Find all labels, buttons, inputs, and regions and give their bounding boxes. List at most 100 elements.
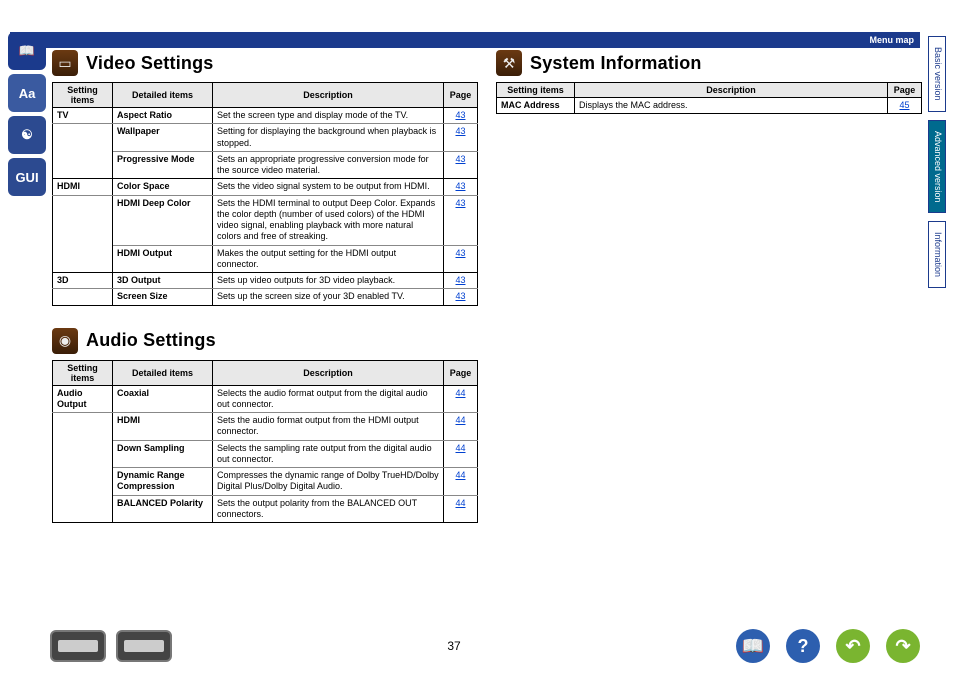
cell-page: 43 xyxy=(444,289,478,305)
cell-description: Sets the output polarity from the BALANC… xyxy=(213,495,444,523)
book-icon[interactable]: 📖 xyxy=(8,32,46,70)
page-link[interactable]: 43 xyxy=(455,181,465,191)
table-row: HDMI Deep ColorSets the HDMI terminal to… xyxy=(53,195,478,245)
device-front-icon[interactable] xyxy=(50,630,106,662)
page-link[interactable]: 43 xyxy=(455,154,465,164)
th-page: Page xyxy=(444,83,478,108)
cell-page: 43 xyxy=(444,273,478,289)
cell-description: Sets the audio format output from the HD… xyxy=(213,413,444,441)
th-setting-items: Setting items xyxy=(53,360,113,385)
cell-description: Selects the audio format output from the… xyxy=(213,385,444,413)
cell-detailed-item: Down Sampling xyxy=(113,440,213,468)
cell-description: Selects the sampling rate output from th… xyxy=(213,440,444,468)
font-size-icon[interactable]: Aa xyxy=(8,74,46,112)
tab-information[interactable]: Information xyxy=(928,221,946,288)
cell-description: Sets an appropriate progressive conversi… xyxy=(213,151,444,179)
page-link[interactable]: 44 xyxy=(455,388,465,398)
cell-page: 43 xyxy=(444,195,478,245)
video-settings-icon: ▭ xyxy=(52,50,78,76)
page-link[interactable]: 43 xyxy=(455,248,465,258)
left-sidebar: 📖 Aa ☯ GUI xyxy=(8,32,46,196)
cell-setting-item xyxy=(53,495,113,523)
page-link[interactable]: 43 xyxy=(455,126,465,136)
page-link[interactable]: 43 xyxy=(455,198,465,208)
cell-setting-item xyxy=(53,289,113,305)
cell-description: Makes the output setting for the HDMI ou… xyxy=(213,245,444,273)
audio-settings-icon: ◉ xyxy=(52,328,78,354)
th-description: Description xyxy=(213,83,444,108)
table-row: TVAspect RatioSet the screen type and di… xyxy=(53,108,478,124)
system-info-icon: ⚒ xyxy=(496,50,522,76)
page-link[interactable]: 44 xyxy=(455,443,465,453)
device-rear-icon[interactable] xyxy=(116,630,172,662)
page-link[interactable]: 43 xyxy=(455,110,465,120)
cell-detailed-item: Coaxial xyxy=(113,385,213,413)
cell-page: 43 xyxy=(444,245,478,273)
video-settings-title: Video Settings xyxy=(86,53,214,74)
table-row: MAC AddressDisplays the MAC address. 45 xyxy=(497,98,922,114)
gui-icon[interactable]: GUI xyxy=(8,158,46,196)
table-row: Dynamic Range CompressionCompresses the … xyxy=(53,468,478,496)
content-area: ▭ Video Settings Setting items Detailed … xyxy=(52,50,922,545)
cell-setting-item: MAC Address xyxy=(497,98,575,114)
help-icon[interactable]: ? xyxy=(786,629,820,663)
back-icon[interactable]: ↶ xyxy=(836,629,870,663)
cell-detailed-item: Color Space xyxy=(113,179,213,195)
cell-description: Displays the MAC address. xyxy=(575,98,888,114)
page-link[interactable]: 44 xyxy=(455,415,465,425)
right-tabs: Basic version Advanced version Informati… xyxy=(928,36,946,288)
cell-setting-item xyxy=(53,468,113,496)
table-row: Progressive ModeSets an appropriate prog… xyxy=(53,151,478,179)
table-row: WallpaperSetting for displaying the back… xyxy=(53,124,478,152)
cell-detailed-item: Screen Size xyxy=(113,289,213,305)
cell-setting-item xyxy=(53,245,113,273)
cell-detailed-item: HDMI Output xyxy=(113,245,213,273)
cell-detailed-item: 3D Output xyxy=(113,273,213,289)
cell-setting-item: 3D xyxy=(53,273,113,289)
cell-page: 43 xyxy=(444,108,478,124)
page-link[interactable]: 44 xyxy=(455,470,465,480)
theater-icon[interactable]: ☯ xyxy=(8,116,46,154)
cell-description: Sets up video outputs for 3D video playb… xyxy=(213,273,444,289)
menu-map-bar: Menu map xyxy=(10,32,920,48)
device-icons xyxy=(50,630,172,662)
forward-icon[interactable]: ↷ xyxy=(886,629,920,663)
cell-page: 44 xyxy=(444,440,478,468)
tab-basic-version[interactable]: Basic version xyxy=(928,36,946,112)
page-link[interactable]: 45 xyxy=(899,100,909,110)
page-link[interactable]: 44 xyxy=(455,498,465,508)
th-page: Page xyxy=(888,83,922,98)
cell-detailed-item: HDMI Deep Color xyxy=(113,195,213,245)
table-row: 3D3D OutputSets up video outputs for 3D … xyxy=(53,273,478,289)
table-row: Down SamplingSelects the sampling rate o… xyxy=(53,440,478,468)
cell-setting-item xyxy=(53,124,113,152)
cell-detailed-item: Aspect Ratio xyxy=(113,108,213,124)
table-row: HDMISets the audio format output from th… xyxy=(53,413,478,441)
cell-setting-item xyxy=(53,413,113,441)
cell-description: Sets the video signal system to be outpu… xyxy=(213,179,444,195)
tab-advanced-version[interactable]: Advanced version xyxy=(928,120,946,214)
cell-page: 43 xyxy=(444,151,478,179)
contents-icon[interactable]: 📖 xyxy=(736,629,770,663)
table-row: BALANCED PolaritySets the output polarit… xyxy=(53,495,478,523)
audio-settings-table: Setting items Detailed items Description… xyxy=(52,360,478,524)
cell-detailed-item: Progressive Mode xyxy=(113,151,213,179)
system-info-header: ⚒ System Information xyxy=(496,50,922,76)
cell-page: 44 xyxy=(444,385,478,413)
cell-page: 43 xyxy=(444,179,478,195)
cell-description: Set the screen type and display mode of … xyxy=(213,108,444,124)
page-link[interactable]: 43 xyxy=(455,275,465,285)
cell-detailed-item: HDMI xyxy=(113,413,213,441)
video-settings-table: Setting items Detailed items Description… xyxy=(52,82,478,306)
system-info-title: System Information xyxy=(530,53,702,74)
cell-description: Sets the HDMI terminal to output Deep Co… xyxy=(213,195,444,245)
page-link[interactable]: 43 xyxy=(455,291,465,301)
cell-setting-item xyxy=(53,440,113,468)
th-setting-items: Setting items xyxy=(497,83,575,98)
cell-setting-item: HDMI xyxy=(53,179,113,195)
video-settings-header: ▭ Video Settings xyxy=(52,50,478,76)
cell-setting-item: TV xyxy=(53,108,113,124)
cell-setting-item: Audio Output xyxy=(53,385,113,413)
cell-description: Setting for displaying the background wh… xyxy=(213,124,444,152)
cell-setting-item xyxy=(53,195,113,245)
